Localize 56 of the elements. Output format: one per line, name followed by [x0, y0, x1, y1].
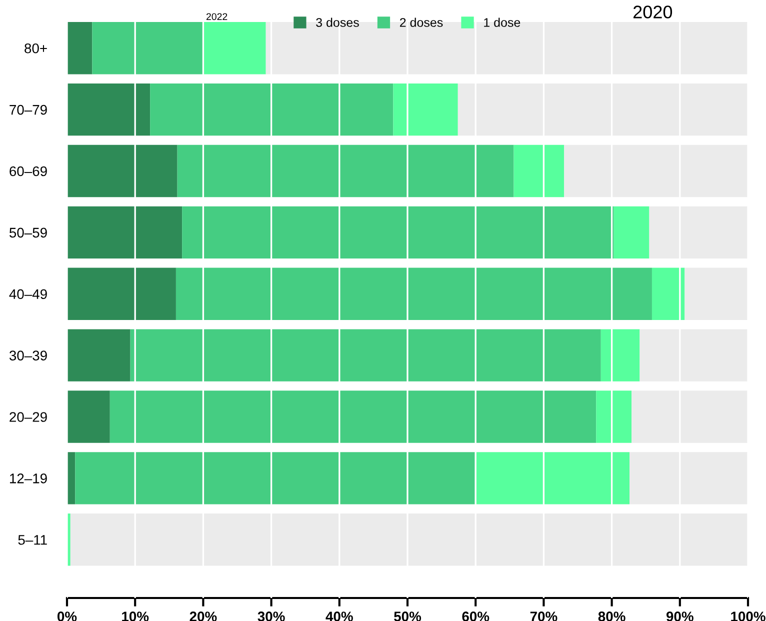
bar: [596, 390, 632, 443]
bar: [649, 206, 748, 259]
x-tick-label: 70%: [530, 612, 558, 621]
y-tick-label: 20–29: [10, 412, 47, 422]
bar: [203, 22, 266, 74]
x-tick-label: 40%: [326, 612, 353, 621]
y-tick-label: 70–79: [10, 104, 47, 115]
text: 2022: [206, 13, 228, 20]
bar: [67, 22, 92, 74]
bar: [110, 390, 596, 443]
bar: [630, 452, 748, 504]
x-tick-label: 30%: [258, 612, 285, 621]
y-tick-label: 60–69: [10, 166, 47, 176]
bar: [614, 206, 650, 259]
bar: [176, 268, 652, 320]
y-tick-label: 80+: [24, 43, 47, 54]
bar: [182, 206, 614, 259]
x-tick-label: 50%: [394, 612, 422, 621]
bar: [177, 144, 514, 198]
bar: [514, 144, 564, 198]
bar: [67, 390, 110, 443]
y-tick-label: 30–39: [9, 350, 47, 360]
bar: [393, 83, 458, 136]
x-tick-label: 90%: [666, 612, 694, 621]
y-tick-label: 12–19: [10, 474, 47, 484]
legend-label: 2 doses: [400, 18, 443, 27]
bar: [67, 83, 150, 136]
x-tick-label: 100%: [731, 612, 766, 621]
bar: [150, 83, 394, 136]
x-tick-label: 10%: [122, 612, 149, 621]
y-tick-label: 5–11: [18, 535, 47, 545]
bar: [652, 268, 685, 320]
bar: [564, 144, 748, 198]
y-tick-label: 40–49: [9, 289, 47, 300]
bar: [684, 268, 748, 320]
bar: [67, 206, 182, 259]
bar: [474, 452, 630, 504]
bar: [632, 390, 748, 443]
bar: [600, 329, 640, 382]
bar: [130, 329, 601, 382]
x-tick-label: 20%: [190, 612, 217, 621]
legend-label: 3 doses: [316, 18, 359, 27]
bar: [67, 268, 176, 320]
bar: [75, 452, 475, 504]
text: 2020: [633, 6, 672, 18]
bar: [67, 144, 178, 198]
bar: [458, 83, 748, 136]
bar: [92, 22, 204, 74]
legend-label: 1 dose: [484, 18, 520, 27]
x-tick-label: 60%: [462, 612, 490, 621]
y-tick-label: 50–59: [9, 228, 47, 238]
x-tick-label: 80%: [598, 612, 626, 621]
bar: [640, 329, 748, 382]
bar: [67, 329, 130, 382]
x-tick-label: 0%: [58, 612, 77, 621]
bar: [70, 514, 748, 566]
